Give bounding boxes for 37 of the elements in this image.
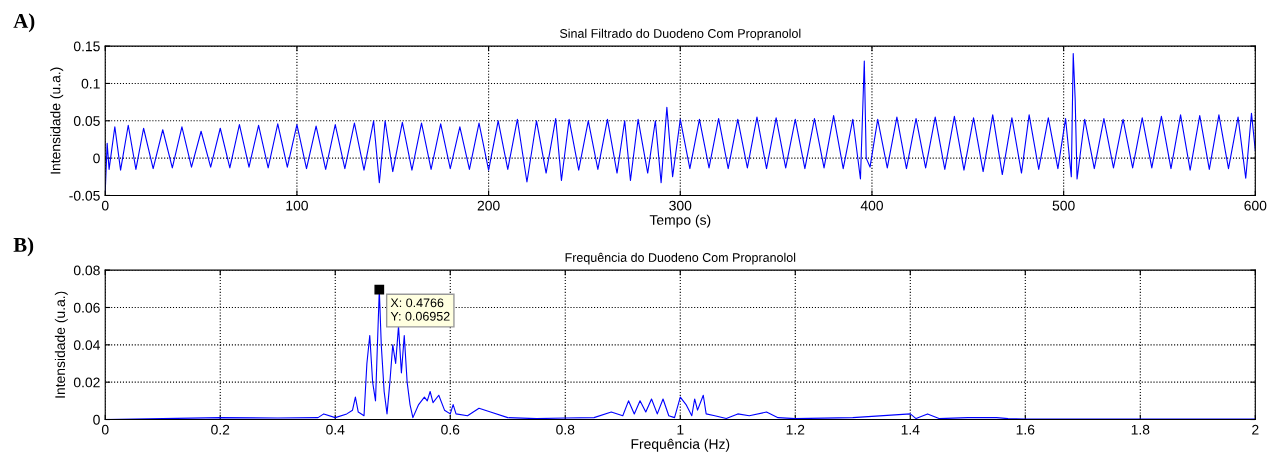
x-tick-label: 100 [286, 200, 308, 211]
text: B) [13, 237, 34, 257]
x-tick-label: 400 [860, 200, 884, 211]
x-tick-label: 0 [101, 424, 109, 435]
x-tick-label: 300 [669, 200, 692, 211]
x-tick-label: 1.4 [901, 424, 920, 435]
y-tick-label: -0.05 [69, 190, 100, 201]
annotation: X: 0.4766 Y: 0.06952 [390, 298, 450, 321]
y-tick-label: 0.02 [73, 377, 100, 388]
y-tick-label: 0 [93, 153, 100, 164]
y-tick-label: 0.1 [81, 78, 100, 89]
y-tick-label: 0.06 [73, 302, 100, 313]
x-tick-label: 2 [1252, 424, 1259, 435]
chart-title: Frequência do Duodeno Com Propranolol [565, 252, 796, 265]
x-tick-label: 0.4 [326, 424, 345, 435]
x-tick-label: 1 [677, 424, 684, 435]
x-tick-label: 0.6 [441, 424, 460, 435]
y-axis-title: Intensidade (u.a.) [54, 291, 68, 398]
y-tick-label: 0.05 [73, 116, 100, 126]
y-tick-label: 0.08 [73, 265, 100, 276]
text: A) [13, 13, 35, 33]
y-tick-label: 0.15 [73, 41, 100, 52]
chart-title: Sinal Filtrado do Duodeno Com Propranolol [559, 28, 801, 41]
x-tick-label: 1.2 [786, 424, 805, 435]
y-tick-label: 0.04 [73, 340, 100, 350]
x-axis-title: Tempo (s) [649, 214, 711, 228]
y-tick-label: 0 [93, 414, 100, 425]
x-tick-label: 1.6 [1016, 424, 1035, 435]
x-tick-label: 0.8 [556, 424, 575, 435]
x-tick-label: 200 [477, 200, 500, 211]
x-tick-label: 500 [1052, 200, 1075, 211]
x-tick-label: 600 [1244, 200, 1267, 211]
x-tick-label: 0.2 [211, 424, 230, 435]
x-axis-title: Frequência (Hz) [631, 438, 730, 452]
x-tick-label: 1.8 [1131, 424, 1150, 435]
y-axis-title: Intensidade (u.a.) [50, 67, 64, 174]
x-tick-label: 0 [101, 200, 109, 211]
